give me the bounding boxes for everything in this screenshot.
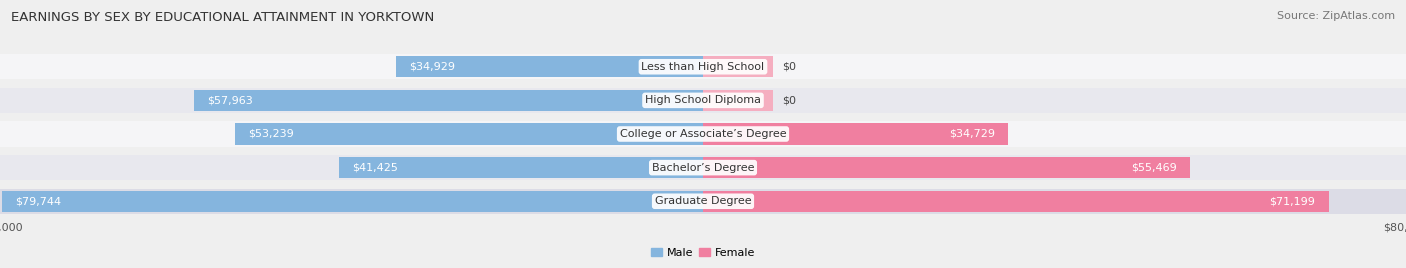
Text: $53,239: $53,239 bbox=[249, 129, 294, 139]
Bar bbox=[194, 90, 703, 111]
Text: $34,729: $34,729 bbox=[949, 129, 995, 139]
Bar bbox=[339, 157, 703, 178]
Bar bbox=[703, 157, 1191, 178]
Bar bbox=[0, 121, 1406, 147]
Text: $55,469: $55,469 bbox=[1132, 163, 1177, 173]
Text: $34,929: $34,929 bbox=[409, 62, 456, 72]
Text: $79,744: $79,744 bbox=[15, 196, 62, 206]
Bar bbox=[703, 56, 773, 77]
Text: $57,963: $57,963 bbox=[207, 95, 253, 105]
Text: $0: $0 bbox=[782, 62, 796, 72]
Bar bbox=[703, 90, 773, 111]
Bar bbox=[3, 191, 703, 212]
Text: EARNINGS BY SEX BY EDUCATIONAL ATTAINMENT IN YORKTOWN: EARNINGS BY SEX BY EDUCATIONAL ATTAINMEN… bbox=[11, 11, 434, 24]
Bar bbox=[0, 88, 1406, 113]
Text: Bachelor’s Degree: Bachelor’s Degree bbox=[652, 163, 754, 173]
Text: $71,199: $71,199 bbox=[1270, 196, 1316, 206]
Bar bbox=[0, 155, 1406, 180]
Bar bbox=[0, 189, 1406, 214]
Bar bbox=[235, 123, 703, 145]
Text: College or Associate’s Degree: College or Associate’s Degree bbox=[620, 129, 786, 139]
Text: Graduate Degree: Graduate Degree bbox=[655, 196, 751, 206]
Text: $0: $0 bbox=[782, 95, 796, 105]
Legend: Male, Female: Male, Female bbox=[647, 243, 759, 262]
Text: Less than High School: Less than High School bbox=[641, 62, 765, 72]
Bar bbox=[396, 56, 703, 77]
Text: $41,425: $41,425 bbox=[352, 163, 398, 173]
Bar bbox=[0, 54, 1406, 79]
Text: High School Diploma: High School Diploma bbox=[645, 95, 761, 105]
Bar bbox=[703, 123, 1008, 145]
Text: Source: ZipAtlas.com: Source: ZipAtlas.com bbox=[1277, 11, 1395, 21]
Bar bbox=[703, 191, 1329, 212]
